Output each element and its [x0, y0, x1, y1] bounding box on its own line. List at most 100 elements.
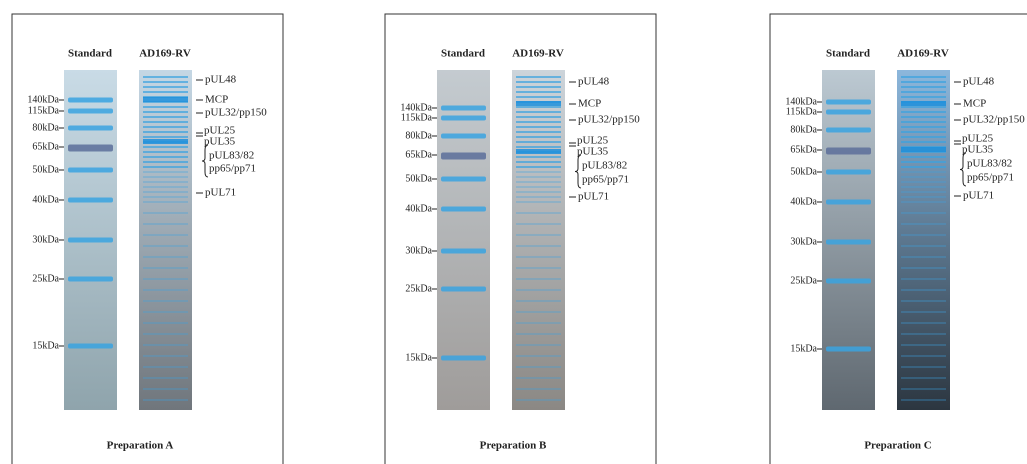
sample-band — [901, 399, 946, 401]
sample-band — [516, 256, 561, 258]
sample-band — [143, 116, 188, 118]
sample-band — [901, 333, 946, 335]
sample-band — [143, 267, 188, 269]
sample-band — [516, 355, 561, 357]
protein-label: pUL32/pp150 — [963, 114, 1025, 126]
major-band — [901, 101, 946, 106]
sample-band — [901, 116, 946, 118]
sample-band — [516, 161, 561, 163]
caption: Preparation B — [480, 440, 547, 452]
sample-band — [143, 121, 188, 123]
sample-band — [516, 300, 561, 302]
protein-label: pp65/pp71 — [582, 174, 629, 186]
sample-band — [143, 136, 188, 138]
marker-band — [826, 347, 871, 352]
sample-band — [143, 201, 188, 203]
sample-band — [516, 181, 561, 183]
sample-band — [901, 212, 946, 214]
protein-label: pp65/pp71 — [209, 163, 256, 175]
sample-band — [901, 223, 946, 225]
marker-label: 65kDa — [790, 144, 817, 155]
sample-band — [516, 388, 561, 390]
sample-band — [901, 245, 946, 247]
sample-band — [516, 131, 561, 133]
sample-band — [516, 333, 561, 335]
marker-label: 80kDa — [405, 130, 432, 141]
marker-label: 40kDa — [32, 194, 59, 205]
marker-band — [441, 249, 486, 254]
marker-band — [441, 106, 486, 111]
sample-band — [516, 121, 561, 123]
marker-label: 15kDa — [32, 340, 59, 351]
sample-band — [516, 111, 561, 113]
sample-band — [901, 141, 946, 143]
sample-band — [143, 377, 188, 379]
sample-band — [516, 267, 561, 269]
sample-band — [516, 245, 561, 247]
marker-label: 65kDa — [405, 149, 432, 160]
lane-title: AD169-RV — [512, 48, 564, 60]
sample-band — [516, 322, 561, 324]
sample-band — [516, 366, 561, 368]
sample-band — [143, 161, 188, 163]
sample-band — [143, 245, 188, 247]
protein-label: pUL48 — [578, 76, 610, 88]
protein-label: pUL83/82 — [967, 158, 1012, 170]
sample-band — [143, 111, 188, 113]
marker-band — [826, 240, 871, 245]
marker-label: 15kDa — [405, 352, 432, 363]
sample-band — [516, 278, 561, 280]
sample-band — [143, 151, 188, 153]
marker-band — [68, 344, 113, 349]
marker-label: 30kDa — [405, 245, 432, 256]
sample-band — [901, 91, 946, 93]
sample-band — [516, 81, 561, 83]
sample-band — [901, 131, 946, 133]
sample-band — [516, 146, 561, 148]
sample-band — [901, 388, 946, 390]
figure: StandardAD169-RV140kDa115kDa80kDa65kDa50… — [0, 0, 1027, 464]
sample-band — [901, 344, 946, 346]
sample-band — [143, 311, 188, 313]
sample-band — [143, 289, 188, 291]
protein-label: pUL71 — [578, 191, 609, 203]
sample-band — [901, 161, 946, 163]
marker-band — [68, 277, 113, 282]
marker-label: 50kDa — [790, 166, 817, 177]
protein-label: pUL83/82 — [582, 160, 627, 172]
sample-band — [901, 234, 946, 236]
sample-band — [901, 322, 946, 324]
sample-band — [143, 76, 188, 78]
protein-label: MCP — [205, 94, 228, 106]
sample-band — [516, 141, 561, 143]
sample-band — [901, 377, 946, 379]
sample-band — [143, 181, 188, 183]
sample-band — [901, 111, 946, 113]
sample-band — [901, 278, 946, 280]
marker-band — [441, 356, 486, 361]
sample-band — [901, 121, 946, 123]
lane-title: Standard — [826, 48, 870, 60]
sample-band — [143, 256, 188, 258]
sample-band — [143, 146, 188, 148]
caption: Preparation A — [107, 440, 174, 452]
protein-label: pUL35 — [204, 136, 236, 148]
marker-band — [441, 287, 486, 292]
sample-band — [516, 91, 561, 93]
protein-label: pUL48 — [205, 74, 237, 86]
sample-band — [143, 223, 188, 225]
marker-band — [826, 148, 871, 155]
marker-label: 50kDa — [405, 173, 432, 184]
sample-band — [516, 191, 561, 193]
marker-band — [68, 109, 113, 114]
sample-band — [143, 86, 188, 88]
marker-band — [441, 177, 486, 182]
sample-band — [143, 91, 188, 93]
sample-band — [901, 256, 946, 258]
sample-band — [516, 126, 561, 128]
marker-label: 115kDa — [786, 106, 818, 117]
sample-band — [901, 196, 946, 198]
